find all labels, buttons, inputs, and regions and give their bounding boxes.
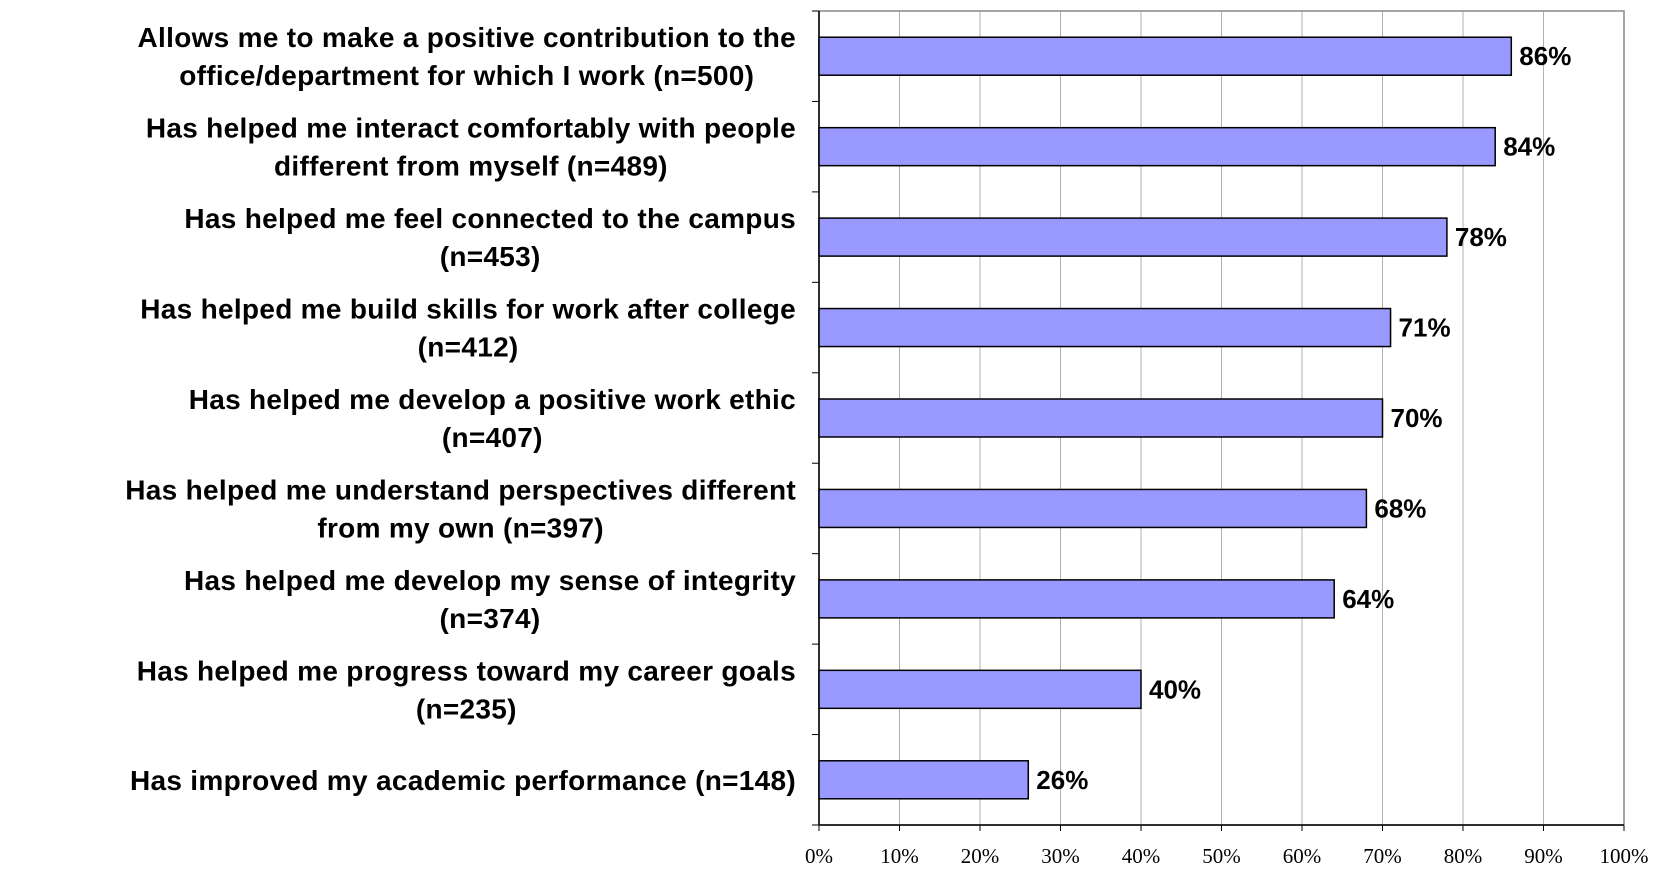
category-line: from my own (n=397) xyxy=(317,512,604,543)
bar xyxy=(818,126,1496,167)
value-label: 26% xyxy=(1036,765,1088,795)
bar xyxy=(818,217,1448,257)
bar xyxy=(818,36,1513,76)
x-tick-label: 0% xyxy=(805,844,833,868)
category-label: Has helped me feel connected to the camp… xyxy=(184,203,796,272)
bar xyxy=(818,579,1335,619)
x-tick-label: 30% xyxy=(1041,844,1080,868)
category-line: Has helped me feel connected to the camp… xyxy=(184,203,796,234)
value-label: 68% xyxy=(1374,493,1426,523)
x-tick-label: 80% xyxy=(1444,844,1483,868)
value-label: 86% xyxy=(1519,41,1571,71)
category-line: Has helped me develop a positive work et… xyxy=(189,384,796,415)
category-label: Has helped me develop my sense of integr… xyxy=(184,565,796,634)
value-label: 78% xyxy=(1455,222,1507,252)
category-line: (n=453) xyxy=(440,241,541,272)
category-line: (n=412) xyxy=(418,332,519,363)
x-tick-label: 70% xyxy=(1363,844,1402,868)
category-label: Has helped me develop a positive work et… xyxy=(189,384,796,453)
category-label: Allows me to make a positive contributio… xyxy=(138,22,796,91)
value-label: 64% xyxy=(1342,584,1394,614)
category-line: (n=374) xyxy=(440,603,541,634)
category-line: Has helped me understand perspectives di… xyxy=(125,474,796,505)
category-label: Has helped me understand perspectives di… xyxy=(125,474,796,543)
value-label: 71% xyxy=(1399,313,1451,343)
x-tick-label: 10% xyxy=(880,844,919,868)
category-label: Has helped me build skills for work afte… xyxy=(140,294,796,363)
category-label: Has helped me progress toward my career … xyxy=(137,655,796,724)
bar xyxy=(818,307,1392,348)
x-tick-label: 90% xyxy=(1524,844,1563,868)
category-label: Has improved my academic performance (n=… xyxy=(130,765,796,796)
category-line: Allows me to make a positive contributio… xyxy=(138,22,796,53)
category-line: Has helped me interact comfortably with … xyxy=(146,113,796,144)
category-label: Has helped me interact comfortably with … xyxy=(146,113,796,182)
x-tick-label: 60% xyxy=(1283,844,1322,868)
bar xyxy=(818,488,1368,529)
x-tick-label: 20% xyxy=(961,844,1000,868)
x-tick-label: 40% xyxy=(1122,844,1161,868)
category-line: Has helped me build skills for work afte… xyxy=(140,294,796,325)
x-tick-label: 100% xyxy=(1600,844,1649,868)
bar xyxy=(818,398,1384,438)
bar xyxy=(818,760,1030,800)
category-line: Has helped me develop my sense of integr… xyxy=(184,565,796,596)
x-tick-label: 50% xyxy=(1202,844,1241,868)
category-line: different from myself (n=489) xyxy=(274,151,668,182)
bar xyxy=(818,669,1142,710)
category-line: office/department for which I work (n=50… xyxy=(179,60,754,91)
category-line: (n=235) xyxy=(416,693,517,724)
category-line: Has improved my academic performance (n=… xyxy=(130,765,796,796)
value-label: 84% xyxy=(1503,132,1555,162)
category-line: (n=407) xyxy=(442,422,543,453)
category-line: Has helped me progress toward my career … xyxy=(137,655,796,686)
value-label: 40% xyxy=(1149,674,1201,704)
value-label: 70% xyxy=(1391,403,1443,433)
